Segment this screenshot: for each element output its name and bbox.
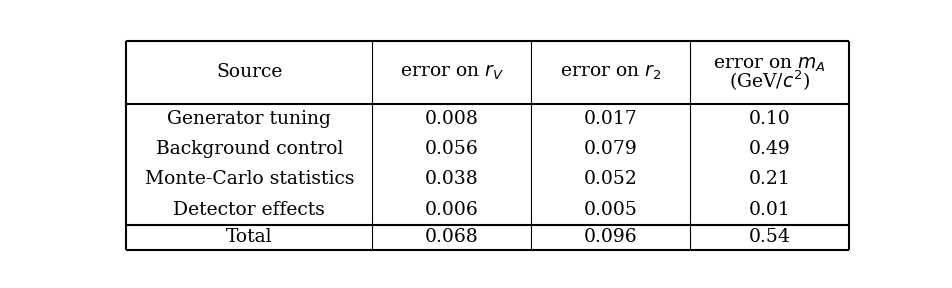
Text: Detector effects: Detector effects: [173, 200, 326, 219]
Text: Generator tuning: Generator tuning: [168, 110, 331, 128]
Text: Monte-Carlo statistics: Monte-Carlo statistics: [145, 170, 354, 188]
Text: 0.096: 0.096: [584, 228, 638, 246]
Text: 0.54: 0.54: [749, 228, 791, 246]
Text: 0.21: 0.21: [749, 170, 791, 188]
Text: 0.005: 0.005: [584, 200, 638, 219]
Text: 0.008: 0.008: [425, 110, 479, 128]
Text: (GeV/$c^2$): (GeV/$c^2$): [729, 69, 810, 93]
Text: error on $r_V$: error on $r_V$: [400, 63, 504, 82]
Text: Source: Source: [216, 63, 283, 82]
Text: 0.006: 0.006: [425, 200, 479, 219]
Text: 0.49: 0.49: [749, 140, 791, 158]
Text: 0.068: 0.068: [425, 228, 479, 246]
Text: 0.052: 0.052: [584, 170, 638, 188]
Text: 0.056: 0.056: [425, 140, 479, 158]
Text: 0.017: 0.017: [584, 110, 638, 128]
Text: error on $m_A$: error on $m_A$: [713, 55, 826, 73]
Text: error on $r_2$: error on $r_2$: [560, 63, 662, 82]
Text: 0.01: 0.01: [749, 200, 791, 219]
Text: Total: Total: [226, 228, 272, 246]
Text: Background control: Background control: [155, 140, 343, 158]
Text: 0.079: 0.079: [584, 140, 638, 158]
Text: 0.038: 0.038: [425, 170, 479, 188]
Text: 0.10: 0.10: [749, 110, 791, 128]
